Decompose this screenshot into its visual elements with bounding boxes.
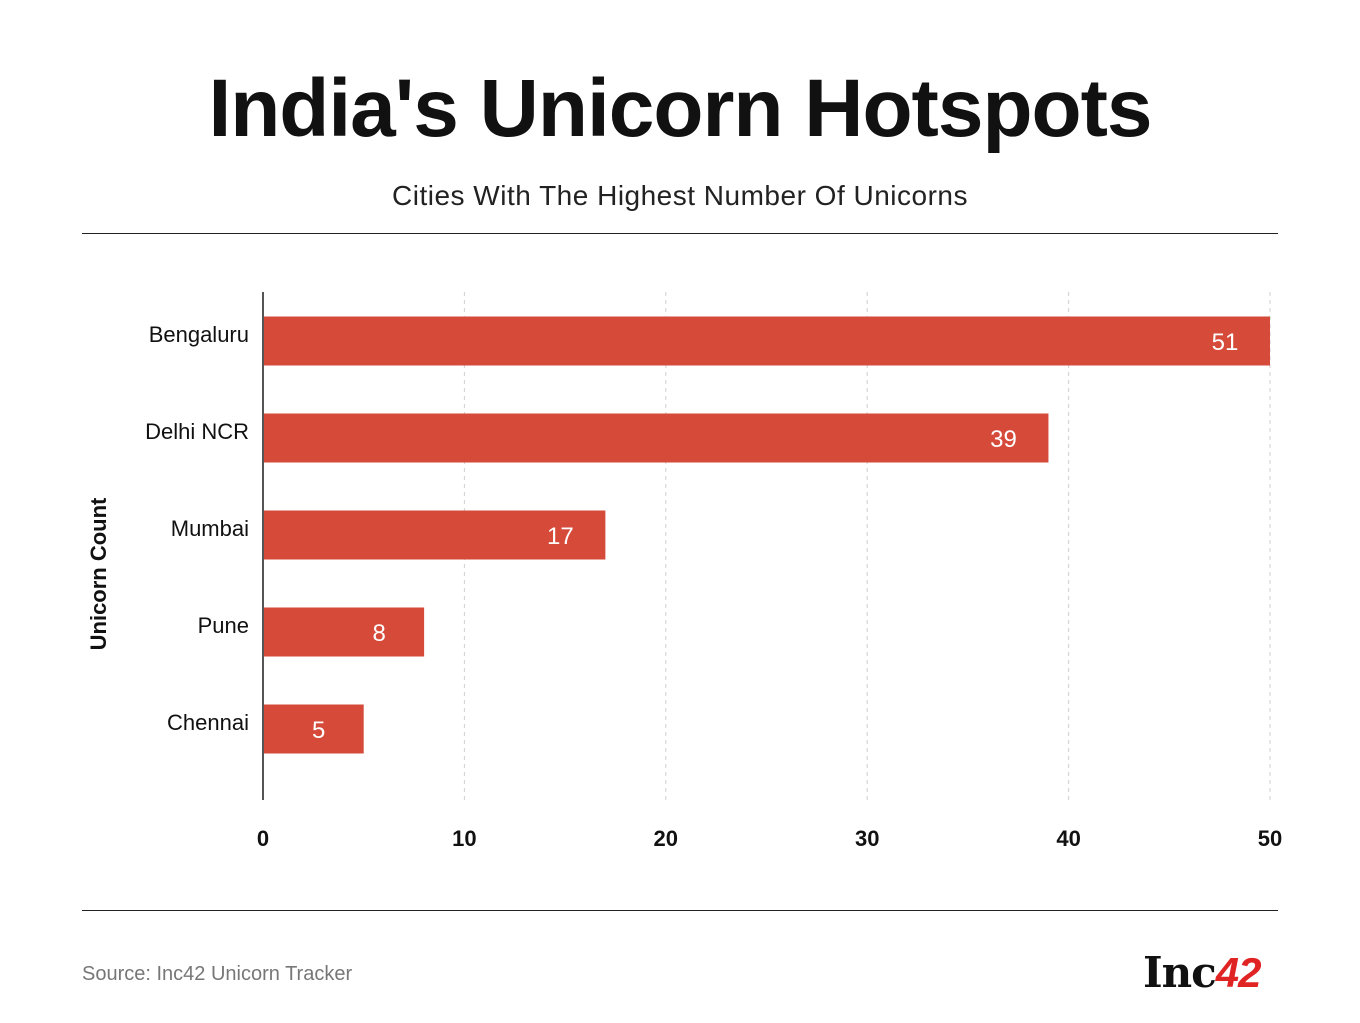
x-tick-label: 40 — [1056, 826, 1080, 851]
category-label: Bengaluru — [149, 322, 249, 347]
logo-text: Inc — [1143, 948, 1217, 997]
x-tick-label: 20 — [654, 826, 678, 851]
x-tick-label: 50 — [1258, 826, 1282, 851]
source-note: Source: Inc42 Unicorn Tracker — [82, 963, 353, 985]
data-label: 17 — [547, 523, 574, 550]
x-tick-label: 10 — [452, 826, 476, 851]
data-label: 51 — [1212, 329, 1239, 356]
y-axis-label: Unicorn Count — [86, 497, 111, 650]
bar — [263, 607, 425, 657]
data-label: 39 — [990, 426, 1017, 453]
bottom-divider — [82, 910, 1278, 911]
bar — [263, 316, 1270, 366]
category-label: Chennai — [167, 710, 249, 735]
chart-title: India's Unicorn Hotspots — [208, 63, 1152, 154]
logo-accent: 42 — [1215, 949, 1262, 996]
inc42-logo: Inc42 — [1143, 948, 1262, 997]
category-label: Delhi NCR — [145, 419, 249, 444]
chart-subtitle: Cities With The Highest Number Of Unicor… — [392, 180, 968, 211]
x-tick-label: 0 — [257, 826, 269, 851]
data-label: 5 — [312, 717, 325, 744]
bar — [263, 510, 606, 560]
category-label: Pune — [198, 613, 249, 638]
category-label: Mumbai — [171, 516, 249, 541]
x-tick-label: 30 — [855, 826, 879, 851]
bar — [263, 704, 364, 754]
data-label: 8 — [372, 620, 385, 647]
bar — [263, 413, 1049, 463]
top-divider — [82, 233, 1278, 234]
